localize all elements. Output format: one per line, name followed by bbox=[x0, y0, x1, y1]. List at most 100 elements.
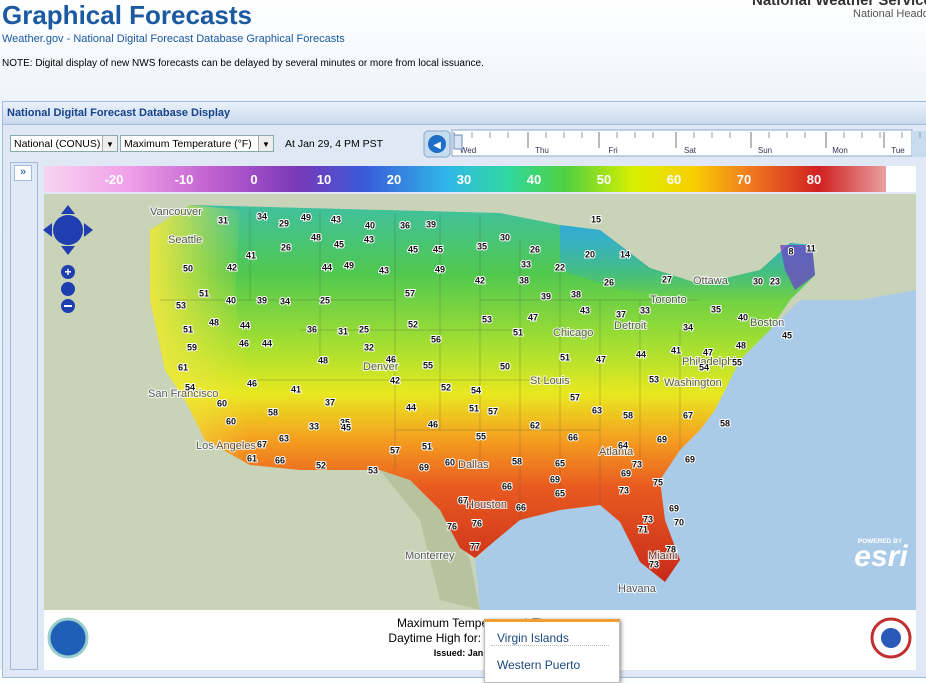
temperature-label: 36 bbox=[400, 220, 410, 230]
element-select[interactable]: Maximum Temperature (°F) ▼ bbox=[120, 135, 274, 152]
temperature-label: 61 bbox=[178, 362, 188, 372]
temperature-label: 38 bbox=[519, 275, 529, 285]
zoom-in-glyph: + bbox=[64, 265, 71, 279]
temperature-label: 73 bbox=[649, 559, 659, 569]
temperature-label: 41 bbox=[671, 345, 681, 355]
temperature-label: 50 bbox=[183, 263, 193, 273]
temperature-label: 44 bbox=[262, 338, 272, 348]
menu-item[interactable]: Western Puerto bbox=[497, 658, 581, 672]
menu-item[interactable]: Virgin Islands bbox=[497, 631, 569, 645]
temperature-label: 30 bbox=[500, 232, 510, 242]
day-label[interactable]: Sat bbox=[684, 146, 697, 155]
temperature-label: 66 bbox=[568, 432, 578, 442]
temperature-label: 37 bbox=[325, 397, 335, 407]
temperature-label: 60 bbox=[226, 416, 236, 426]
temperature-label: 31 bbox=[338, 326, 348, 336]
zoom-in[interactable] bbox=[61, 265, 75, 279]
temperature-label: 33 bbox=[640, 305, 650, 315]
temperature-label: 40 bbox=[365, 220, 375, 230]
temperature-label: 41 bbox=[246, 250, 256, 260]
city-label: Washington bbox=[664, 377, 722, 389]
temperature-label: 63 bbox=[592, 405, 602, 415]
pan-control[interactable] bbox=[53, 215, 83, 245]
temperature-label: 69 bbox=[685, 454, 695, 464]
temperature-label: 51 bbox=[183, 324, 193, 334]
city-label: Detroit bbox=[614, 320, 646, 332]
day-label[interactable]: Fri bbox=[608, 146, 618, 155]
temperature-label: 46 bbox=[239, 338, 249, 348]
temperature-label: 22 bbox=[555, 262, 565, 272]
temperature-label: 53 bbox=[649, 374, 659, 384]
play-forward[interactable] bbox=[912, 131, 926, 157]
city-label: Miami bbox=[648, 550, 677, 562]
legend-label: 70 bbox=[737, 172, 751, 187]
time-track[interactable] bbox=[451, 129, 913, 157]
temperature-label: 77 bbox=[470, 541, 480, 551]
temperature-label: 70 bbox=[674, 517, 684, 527]
temperature-label: 51 bbox=[513, 327, 523, 337]
temperature-label: 29 bbox=[279, 218, 289, 228]
temperature-label: 47 bbox=[703, 347, 713, 357]
day-label[interactable]: Sun bbox=[758, 146, 772, 155]
toolbar-slider: ◀ Wed Thu Fri Sat Sun Mon Tue bbox=[423, 129, 926, 158]
temperature-label: 67 bbox=[683, 410, 693, 420]
day-label[interactable]: Tue bbox=[891, 146, 905, 155]
temperature-label: 52 bbox=[316, 460, 326, 470]
expand-button[interactable]: » bbox=[14, 165, 32, 181]
temperature-label: 66 bbox=[502, 481, 512, 491]
time-thumb[interactable] bbox=[453, 134, 463, 150]
temperature-label: 51 bbox=[560, 352, 570, 362]
temperature-label: 54 bbox=[699, 362, 709, 372]
temperature-label: 51 bbox=[199, 288, 209, 298]
temperature-label: 39 bbox=[426, 219, 436, 229]
powered-by: POWERED BY bbox=[858, 538, 903, 545]
temperature-label: 40 bbox=[738, 312, 748, 322]
temperature-label: 76 bbox=[472, 518, 482, 528]
temperature-field bbox=[150, 205, 815, 582]
temperature-label: 57 bbox=[390, 445, 400, 455]
globe[interactable] bbox=[61, 282, 75, 296]
noaa-logo[interactable] bbox=[47, 617, 89, 659]
region-select[interactable]: National (CONUS) ▼ bbox=[10, 135, 118, 152]
temperature-label: 35 bbox=[340, 417, 350, 427]
temperature-label: 45 bbox=[408, 244, 418, 254]
temperature-label: 48 bbox=[318, 355, 328, 365]
temperature-label: 69 bbox=[419, 462, 429, 472]
temperature-label: 55 bbox=[476, 431, 486, 441]
region-value: National (CONUS) bbox=[14, 138, 101, 150]
temperature-label: 53 bbox=[176, 300, 186, 310]
temperature-label: 76 bbox=[447, 521, 457, 531]
time-label: At Jan 29, 4 PM PST bbox=[285, 138, 384, 150]
day-label[interactable]: Mon bbox=[832, 146, 848, 155]
temperature-label: 42 bbox=[390, 375, 400, 385]
temperature-label: 60 bbox=[217, 398, 227, 408]
temperature-label: 43 bbox=[331, 214, 341, 224]
city-label: Ottawa bbox=[693, 275, 729, 287]
temperature-label: 67 bbox=[257, 439, 267, 449]
temperature-label: 42 bbox=[227, 262, 237, 272]
temperature-label: 58 bbox=[268, 407, 278, 417]
temperature-label: 65 bbox=[555, 488, 565, 498]
temperature-label: 31 bbox=[218, 215, 228, 225]
day-label[interactable]: Thu bbox=[535, 146, 549, 155]
legend-label: 80 bbox=[807, 172, 821, 187]
city-label: San Francisco bbox=[148, 388, 218, 400]
city-label: Boston bbox=[750, 317, 784, 329]
temperature-label: 62 bbox=[530, 420, 540, 430]
legend-label: 40 bbox=[527, 172, 541, 187]
temperature-label: 52 bbox=[408, 319, 418, 329]
temperature-label: 26 bbox=[604, 277, 614, 287]
temperature-label: 50 bbox=[500, 361, 510, 371]
breadcrumb[interactable]: Weather.gov - National Digital Forecast … bbox=[2, 33, 345, 45]
temperature-label: 30 bbox=[753, 276, 763, 286]
map-footer bbox=[44, 610, 916, 670]
temperature-label: 66 bbox=[516, 502, 526, 512]
day-label[interactable]: Wed bbox=[460, 146, 476, 155]
nav-control[interactable]: + bbox=[43, 205, 93, 313]
temperature-label: 33 bbox=[309, 421, 319, 431]
play-glyph: ◀ bbox=[433, 140, 441, 151]
temperature-label: 60 bbox=[445, 457, 455, 467]
temperature-label: 35 bbox=[711, 304, 721, 314]
temperature-label: 45 bbox=[334, 239, 344, 249]
temperature-label: 69 bbox=[621, 468, 631, 478]
